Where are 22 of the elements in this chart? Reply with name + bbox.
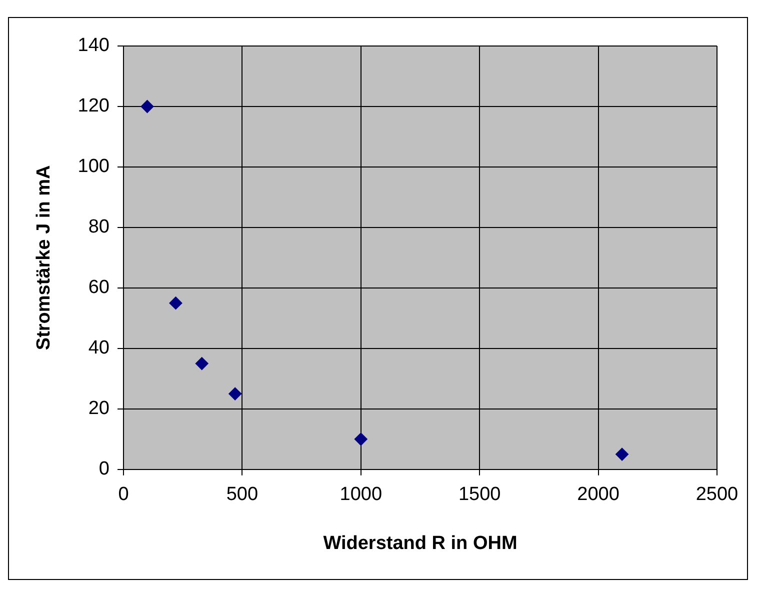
y-tick-label: 140 xyxy=(78,35,110,56)
point xyxy=(195,357,208,370)
point xyxy=(616,448,629,461)
x-tick-label: 2000 xyxy=(577,484,620,506)
y-tick-label: 60 xyxy=(88,277,110,298)
point xyxy=(354,432,368,446)
point xyxy=(169,296,182,310)
x-tick-label: 1500 xyxy=(458,484,501,506)
point xyxy=(140,100,154,113)
x-tick-label: 2500 xyxy=(696,484,738,506)
y-tick-label: 120 xyxy=(78,96,110,117)
x-tick-label: 0 xyxy=(118,484,129,506)
y-tick-label: 0 xyxy=(98,458,110,480)
x-tick-label: 500 xyxy=(226,484,258,506)
y-tick-label: 80 xyxy=(88,216,110,238)
y-tick-label: 40 xyxy=(88,338,110,359)
y-tick-label: 100 xyxy=(78,156,110,178)
y-tick-label: 20 xyxy=(88,398,110,420)
y-axis-title: Stromstärke J in mA xyxy=(34,165,55,350)
x-tick-label: 1000 xyxy=(340,484,382,506)
point xyxy=(228,387,242,400)
x-axis-title: Widerstand R in OHM xyxy=(323,532,518,554)
